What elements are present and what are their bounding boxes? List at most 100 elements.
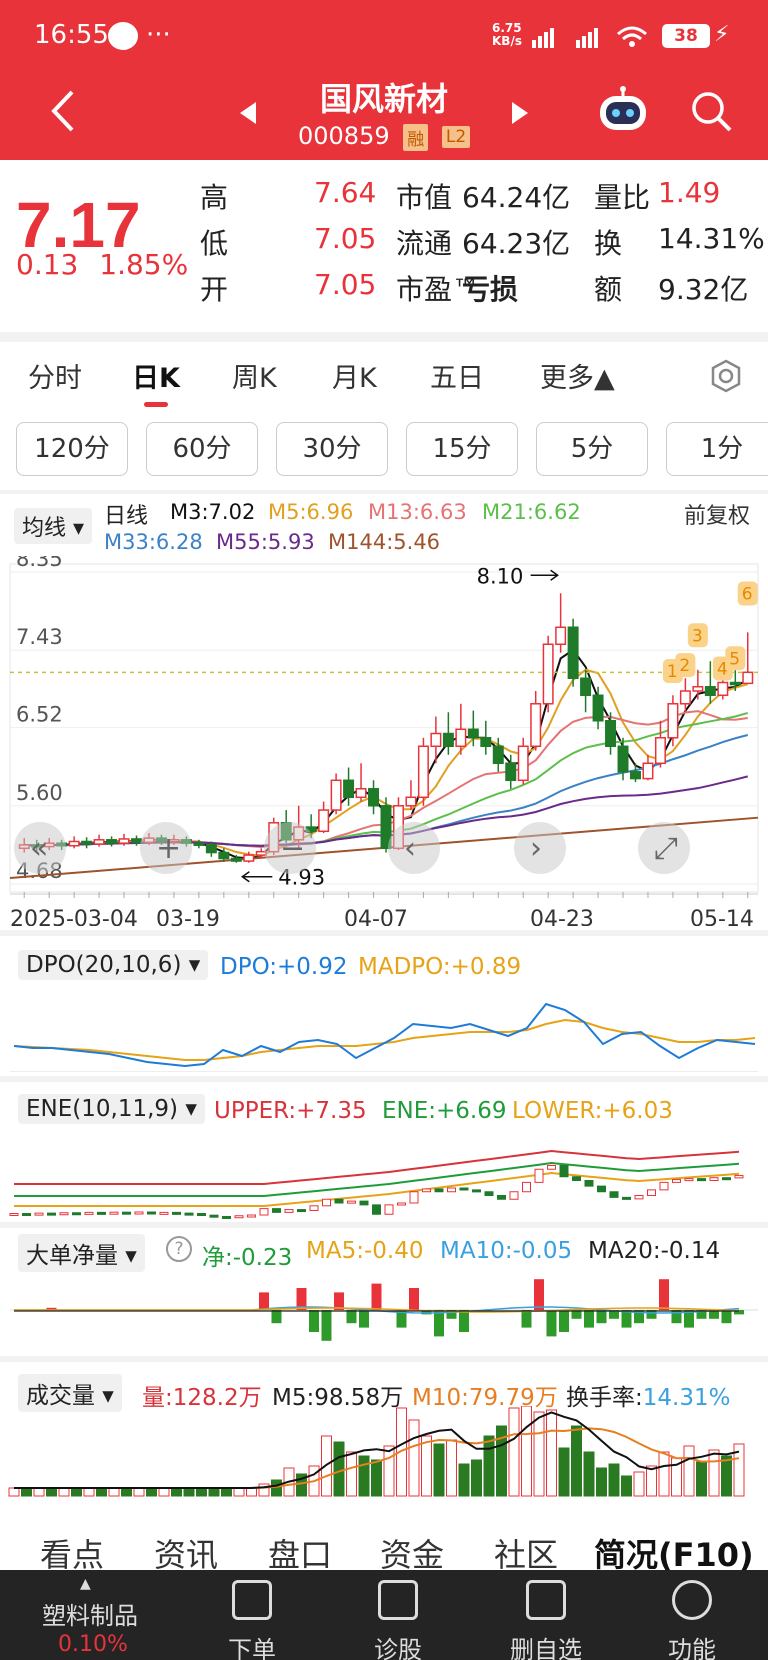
minute-tab-5[interactable]: 1分 (666, 422, 768, 476)
bigorder-ma20: MA20:-0.14 (588, 1238, 721, 1264)
net-speed-text: 6.75 KB/s (492, 21, 522, 48)
candle (742, 671, 754, 685)
bottom-tab-4[interactable]: 社区 (494, 1536, 559, 1574)
volume-bar (633, 1471, 645, 1497)
pan-right-icon[interactable]: › (514, 822, 566, 874)
divider (0, 1076, 768, 1082)
volume-bar (721, 1455, 732, 1497)
ene-candle (384, 1204, 394, 1215)
period-tab-2[interactable]: 周K (232, 363, 277, 394)
zoom-out-icon[interactable]: − (264, 822, 316, 874)
footer-item-0[interactable]: 下单 (228, 1636, 276, 1660)
volume-bar (421, 1435, 432, 1497)
period-tab-0[interactable]: 分时 (28, 363, 82, 394)
ene-candle (109, 1211, 119, 1215)
bottom-tab-3[interactable]: 资金 (380, 1536, 445, 1574)
ene-lower-value: LOWER:+6.03 (512, 1098, 673, 1124)
bigorder-chart (10, 1279, 758, 1341)
bottom-tab-5[interactable]: 简况(F10) (594, 1536, 754, 1574)
period-tab-5[interactable]: 更多▲ (540, 363, 615, 394)
volume-bar (46, 1487, 57, 1497)
next-stock-icon[interactable] (510, 100, 530, 126)
volume-bar (621, 1475, 632, 1497)
candlestick-chart[interactable]: 8.357.436.525.604.688.104.931234562025-0… (0, 556, 768, 926)
bigorder-bar (546, 1310, 557, 1337)
minute-tab-2[interactable]: 30分 (276, 422, 388, 476)
period-tab-3[interactable]: 月K (332, 363, 377, 394)
bottom-tab-2[interactable]: 盘口 (268, 1536, 333, 1574)
y-tick-label: 8.35 (16, 556, 63, 571)
sector-name[interactable]: 塑料制品 (42, 1602, 138, 1630)
ene-candle (472, 1189, 481, 1193)
period-tab-4[interactable]: 五日 (430, 363, 484, 394)
volume-bar (646, 1465, 657, 1497)
bigorder-bar (659, 1279, 669, 1310)
zoom-in-icon[interactable]: + (140, 822, 192, 874)
ma-selector[interactable]: 均线 ▾ (14, 508, 93, 544)
candle (405, 796, 417, 807)
robot-assistant-icon[interactable] (596, 86, 650, 136)
quote-l3-1: 换 (594, 227, 623, 260)
back-arrow-icon[interactable] (48, 88, 78, 134)
bigorder-selector[interactable]: 大单净量 ▾ (18, 1234, 145, 1272)
zoom-out-far-icon[interactable]: « (14, 822, 66, 874)
footer-item-2[interactable]: 删自选 (510, 1636, 582, 1660)
remove-watchlist-icon[interactable] (526, 1580, 566, 1620)
candle (330, 779, 342, 811)
ene-candle (59, 1212, 69, 1216)
adjust-mode[interactable]: 前复权 (684, 504, 751, 529)
period-tab-1[interactable]: 日K (132, 363, 180, 394)
footer-item-3[interactable]: 功能 (668, 1636, 716, 1660)
bottom-tab-0[interactable]: 看点 (40, 1536, 105, 1574)
pan-left-icon[interactable]: ‹ (388, 822, 440, 874)
event-marker (687, 623, 708, 648)
search-icon[interactable] (690, 90, 734, 134)
stock-name: 国风新材 (319, 80, 448, 118)
ene-selector[interactable]: ENE(10,11,9) ▾ (18, 1094, 205, 1124)
diagnose-icon[interactable] (378, 1580, 418, 1620)
ene-candle (72, 1212, 81, 1216)
bigorder-bar (446, 1310, 457, 1319)
ma-daily-label: 日线 (104, 504, 149, 529)
price-change-row: 0.13 1.85% (16, 248, 188, 281)
quote-l1-1: 低 (200, 227, 229, 260)
ene-candle (434, 1188, 444, 1193)
chevron-up-icon[interactable]: ▲ (80, 1576, 91, 1592)
footer-toolbar: ▲ 塑料制品 0.10% (0, 1570, 768, 1660)
functions-icon[interactable] (672, 1580, 712, 1620)
prev-stock-icon[interactable] (238, 100, 258, 126)
minute-tab-1[interactable]: 60分 (146, 422, 258, 476)
fullscreen-icon[interactable]: ⤢ (638, 822, 690, 874)
volume-bar (246, 1487, 257, 1497)
bigorder-bar (634, 1310, 644, 1324)
minute-tab-4[interactable]: 5分 (536, 422, 648, 476)
bigorder-bar (671, 1310, 682, 1324)
ene-candle (559, 1165, 569, 1178)
bigorder-bar (409, 1288, 419, 1310)
ene-candle (209, 1214, 219, 1218)
ene-candle (572, 1176, 581, 1181)
event-marker-label: 4 (717, 659, 728, 679)
volume-selector[interactable]: 成交量 ▾ (18, 1374, 122, 1412)
candle (355, 788, 367, 799)
settings-icon[interactable] (708, 358, 744, 394)
minute-tab-3[interactable]: 15分 (406, 422, 518, 476)
divider (0, 490, 768, 494)
candle (417, 745, 429, 799)
help-icon[interactable]: ? (166, 1236, 192, 1262)
bottom-tab-1[interactable]: 资讯 (154, 1536, 219, 1574)
ene-candle (284, 1209, 294, 1213)
order-icon[interactable] (232, 1580, 272, 1620)
y-tick-label: 7.43 (16, 625, 63, 649)
volume-bar (708, 1449, 720, 1497)
ene-candle (609, 1191, 619, 1198)
minute-tab-0[interactable]: 120分 (16, 422, 128, 476)
footer-item-1[interactable]: 诊股 (374, 1636, 422, 1660)
candle (555, 626, 567, 646)
volume-bar (258, 1483, 270, 1497)
volume-bar (458, 1463, 470, 1497)
quote-l1-0: 高 (200, 181, 229, 214)
dpo-selector[interactable]: DPO(20,10,6) ▾ (18, 950, 209, 980)
candle (467, 728, 479, 739)
app-notification-icon (108, 22, 138, 50)
